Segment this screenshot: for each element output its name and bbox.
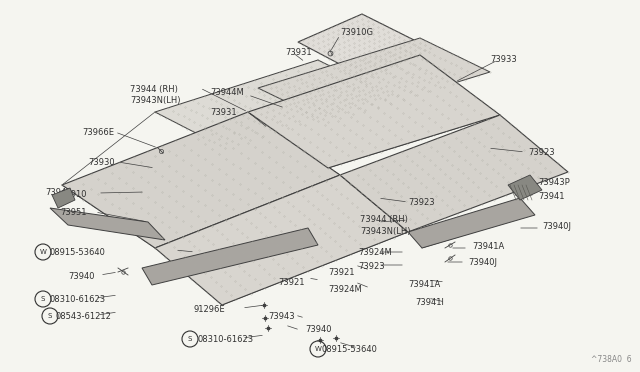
Text: ^738A0  6: ^738A0 6 [591, 355, 632, 364]
Polygon shape [155, 175, 408, 305]
Text: S: S [41, 296, 45, 302]
Text: W: W [315, 346, 321, 352]
Text: 08915-53640: 08915-53640 [322, 345, 378, 354]
Text: 73941l: 73941l [415, 298, 444, 307]
Text: 73923: 73923 [528, 148, 555, 157]
Polygon shape [62, 112, 340, 248]
Text: S: S [48, 313, 52, 319]
Text: 73943: 73943 [268, 312, 294, 321]
Text: 73944 (RH): 73944 (RH) [130, 85, 178, 94]
Text: 73966E: 73966E [82, 128, 114, 137]
Polygon shape [508, 175, 542, 200]
Polygon shape [50, 208, 165, 240]
Text: S: S [188, 336, 192, 342]
Text: 73944M: 73944M [210, 88, 244, 97]
Text: 73924M: 73924M [328, 285, 362, 294]
Text: 08310-61623: 08310-61623 [50, 295, 106, 304]
Text: 73940: 73940 [305, 325, 332, 334]
Text: 73910G: 73910G [340, 28, 373, 37]
Text: 91296E: 91296E [194, 305, 226, 314]
Text: 73940: 73940 [68, 272, 95, 281]
Text: 73943N(LH): 73943N(LH) [360, 227, 410, 236]
Polygon shape [142, 228, 318, 285]
Text: 73910: 73910 [60, 190, 86, 199]
Text: 73944 (RH): 73944 (RH) [360, 215, 408, 224]
Text: 73941: 73941 [538, 192, 564, 201]
Text: 08543-61212: 08543-61212 [55, 312, 111, 321]
Polygon shape [298, 14, 430, 78]
Text: 73941A: 73941A [472, 242, 504, 251]
Text: 73930: 73930 [88, 158, 115, 167]
Polygon shape [52, 188, 75, 208]
Text: 73940J: 73940J [468, 258, 497, 267]
Polygon shape [248, 55, 500, 168]
Text: W: W [40, 249, 47, 255]
Polygon shape [155, 60, 388, 148]
Text: 08915-53640: 08915-53640 [50, 248, 106, 257]
Text: 73941A: 73941A [408, 280, 440, 289]
Polygon shape [258, 38, 490, 122]
Text: 73943P: 73943P [538, 178, 570, 187]
Text: 73923: 73923 [358, 262, 385, 271]
Text: 73924M: 73924M [358, 248, 392, 257]
Text: 73951: 73951 [60, 208, 86, 217]
Text: 73931: 73931 [285, 48, 312, 57]
Text: 08310-61623: 08310-61623 [198, 335, 254, 344]
Text: 73942: 73942 [45, 188, 72, 197]
Text: 73921: 73921 [328, 268, 355, 277]
Text: 73933: 73933 [490, 55, 516, 64]
Text: 73931: 73931 [210, 108, 237, 117]
Polygon shape [408, 198, 535, 248]
Polygon shape [340, 115, 568, 232]
Text: 73940J: 73940J [542, 222, 571, 231]
Text: 73923: 73923 [408, 198, 435, 207]
Text: 73921: 73921 [278, 278, 305, 287]
Text: 73943N(LH): 73943N(LH) [130, 96, 180, 105]
